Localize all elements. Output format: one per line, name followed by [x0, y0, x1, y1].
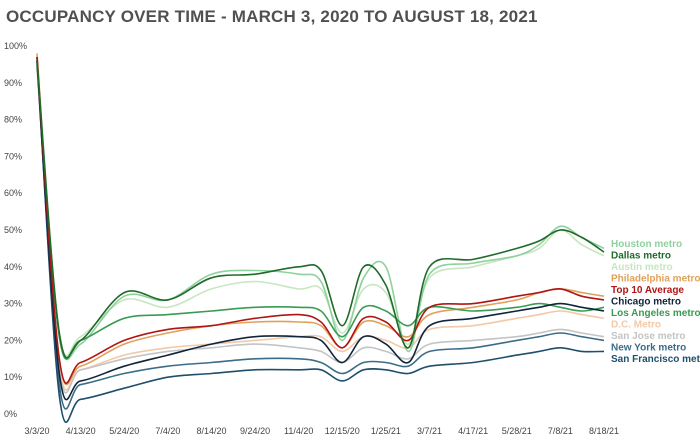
x-tick-label: 5/24/20: [109, 426, 139, 436]
y-tick-label: 100%: [4, 41, 27, 51]
x-tick-label: 4/13/20: [66, 426, 96, 436]
legend-item-san-jose-metro: San Jose metro: [611, 331, 685, 342]
y-tick-label: 90%: [4, 78, 22, 88]
y-tick-label: 20%: [4, 335, 22, 345]
y-tick-label: 30%: [4, 299, 22, 309]
legend-item-san-francisco-metro: San Francisco metro: [611, 354, 700, 365]
x-tick-label: 3/7/21: [417, 426, 442, 436]
y-tick-label: 80%: [4, 115, 22, 125]
series-line-chicago-metro: [36, 60, 605, 401]
series-lines: [36, 53, 605, 423]
series-line-dallas-metro: [36, 60, 605, 359]
x-axis: 3/3/20 4/13/20 5/24/20 7/4/20 8/14/20 9/24/20…: [24, 426, 619, 436]
y-tick-label: 60%: [4, 188, 22, 198]
series-line-austin-metro: [36, 60, 605, 357]
legend-item-dallas-metro: Dallas metro: [611, 251, 671, 262]
x-tick-label: 5/28/21: [502, 426, 532, 436]
y-tick-label: 40%: [4, 262, 22, 272]
x-tick-label: 3/3/20: [24, 426, 49, 436]
series-line-san-jose-metro: [36, 64, 605, 394]
series-line-philadelphia-metro: [36, 53, 605, 386]
x-tick-label: 8/14/20: [196, 426, 226, 436]
x-tick-label: 9/24/20: [240, 426, 270, 436]
legend-item-houston-metro: Houston metro: [611, 239, 682, 250]
x-tick-label: 12/15/20: [325, 426, 360, 436]
chart-title: OCCUPANCY OVER TIME - MARCH 3, 2020 TO A…: [6, 7, 538, 26]
y-tick-label: 50%: [4, 225, 22, 235]
series-line-top-10-average: [36, 56, 605, 384]
legend-item-top-10-average: Top 10 Average: [611, 285, 684, 296]
legend-item-new-york-metro: New York metro: [611, 343, 686, 354]
x-tick-label: 7/8/21: [548, 426, 573, 436]
x-tick-label: 7/4/20: [155, 426, 180, 436]
series-line-new-york-metro: [36, 60, 605, 410]
legend-item-los-angeles-metro: Los Angeles metro: [611, 308, 700, 319]
series-line-houston-metro: [36, 56, 605, 361]
legend-item-philadelphia-metro: Philadelphia metro: [611, 274, 700, 285]
y-axis: 0% 10% 20% 30% 40% 50% 60% 70% 80% 90% 100%: [4, 41, 27, 419]
legend-item-austin-metro: Austin metro: [611, 262, 673, 273]
legend-item-d-c-metro: D.C. Metro: [611, 320, 661, 331]
legend-item-chicago-metro: Chicago metro: [611, 297, 681, 308]
y-tick-label: 70%: [4, 151, 22, 161]
x-tick-label: 8/18/21: [589, 426, 619, 436]
y-tick-label: 0%: [4, 409, 17, 419]
series-line-los-angeles-metro: [36, 64, 605, 360]
x-tick-label: 4/17/21: [458, 426, 488, 436]
x-tick-label: 11/4/20: [284, 426, 313, 436]
x-tick-label: 1/25/21: [371, 426, 401, 436]
y-tick-label: 10%: [4, 372, 22, 382]
series-line-san-francisco-metro: [36, 56, 605, 423]
